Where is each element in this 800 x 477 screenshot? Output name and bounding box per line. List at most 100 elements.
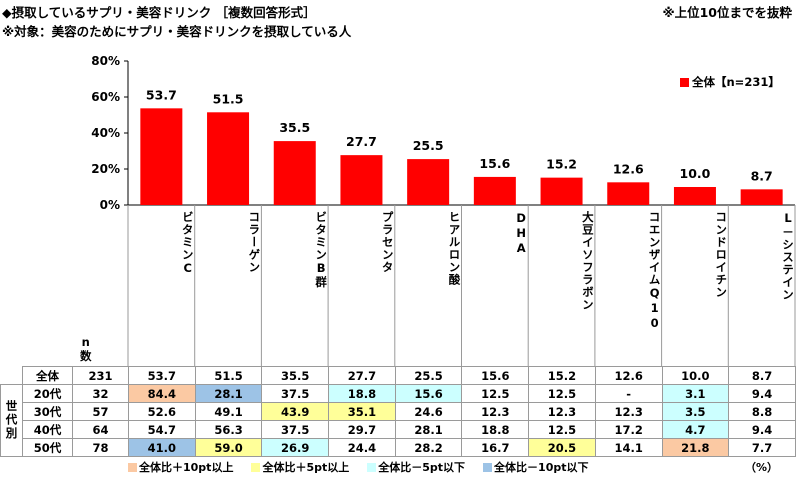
table-cell: 51.5 [194,366,263,385]
category-label-cell: ビタミンC [128,211,195,366]
table-cell: 16.7 [461,438,530,457]
table-cell: 18.8 [461,420,530,439]
table-cell: 12.3 [528,402,596,421]
data-table: 全体 231 53.7 51.5 35.5 27.7 25.5 15.6 15.2 12.6 10.… [0,366,796,457]
y-tick-label: 0% [100,198,120,212]
bar [273,141,316,205]
table-cell: 9.4 [728,384,796,403]
table-cell: 29.7 [328,420,396,439]
table-cell: 8.7 [728,366,796,385]
n-label-n: n [81,335,90,349]
category-label-cell: プラセンタ [328,211,395,366]
bar [407,159,450,205]
category-label-cell: コエンザイムQ10 [595,211,662,366]
table-cell: 12.5 [528,420,596,439]
table-cell: 52.6 [128,402,196,421]
bar [673,187,716,205]
bar-value-label: 35.5 [279,120,310,135]
category-label: L－システイン [780,211,795,301]
table-cell: 3.1 [661,384,730,403]
bar [140,108,183,205]
table-cell: 7.7 [728,438,796,457]
category-label: ビタミンB群 [314,211,329,289]
category-label-cell: ビタミンB群 [261,211,328,366]
bar-value-label: 8.7 [751,168,773,183]
row-n-count: 231 [72,366,129,385]
table-cell: 3.5 [661,402,730,421]
y-tick-label: 20% [91,162,120,176]
table-cell: 28.1 [394,420,463,439]
row-label: 全体 [22,366,73,385]
bar [740,189,783,205]
category-label: ビタミンC [180,211,195,276]
table-cell: 12.3 [461,402,530,421]
table-cell: 8.8 [728,402,796,421]
bar [473,176,516,205]
generation-side-label: 世代別 [0,384,23,457]
color-key-item: 全体比－5pt以下 [367,459,465,475]
top10-note: ※上位10位までを抜粋 [662,5,792,20]
color-key-item: 全体比＋10pt以上 [128,459,233,475]
color-key-swatch [251,463,261,472]
color-key: 全体比＋10pt以上 全体比＋5pt以上 全体比－5pt以下 全体比－10pt以下 [128,459,607,475]
table-cell: 21.8 [661,438,730,457]
table-cell: 9.4 [728,420,796,439]
category-label-cell: L－システイン [728,211,795,366]
category-label-cell: コンドロイチン [662,211,729,366]
table-cell: 15.2 [528,366,596,385]
category-label-cell: 大豆イソフラボン [528,211,595,366]
color-key-swatch [483,463,493,472]
table-cell: 25.5 [394,366,463,385]
color-key-item: 全体比＋5pt以上 [251,459,349,475]
table-cell: 59.0 [194,438,263,457]
bar [207,112,250,205]
color-key-label: 全体比－10pt以下 [494,461,589,474]
table-cell: 37.5 [261,384,330,403]
bar-value-label: 15.6 [479,156,510,171]
color-key-label: 全体比－5pt以下 [378,461,466,474]
category-label: コエンザイムQ10 [647,211,662,331]
category-label: 大豆イソフラボン [580,211,595,311]
bar [340,155,383,205]
table-cell: 24.6 [394,402,463,421]
color-key-swatch [367,463,377,472]
table-cell: 35.1 [328,402,396,421]
row-label: 40代 [22,420,73,439]
row-n-count: 78 [72,438,129,457]
y-tick-label: 60% [91,90,120,104]
table-cell: 15.6 [461,366,530,385]
table-row: 40代 64 54.7 56.3 37.5 29.7 28.1 18.8 12.5 17.2 4.7… [1,420,796,439]
row-label: 20代 [22,384,73,403]
color-key-item: 全体比－10pt以下 [483,459,589,475]
n-count-header: n 数 [80,335,92,363]
table-cell: 18.8 [328,384,396,403]
category-label: コンドロイチン [714,211,729,299]
bar-value-label: 10.0 [680,166,711,181]
table-cell: - [594,384,663,403]
category-label-cell: ヒアルロン酸 [395,211,462,366]
table-row: 世代別 20代 32 84.4 28.1 37.5 18.8 15.6 12.5 12.5-3.1… [0,384,796,457]
table-cell: 27.7 [328,366,396,385]
color-key-swatch [128,463,137,472]
row-label: 50代 [22,438,73,457]
color-key-label: 全体比＋5pt以上 [262,461,350,474]
bar-value-label: 53.7 [146,87,177,102]
row-n-count: 32 [72,384,129,403]
table-cell: 15.6 [394,384,463,403]
table-cell: 12.5 [528,384,596,403]
row-n-count: 64 [72,420,129,439]
bar-chart: 0% 20% 40% 60% 80% 53.7 51.5 35.5 27.7 25.5 15.6 15… [91,54,796,366]
table-cell: 54.7 [128,420,196,439]
legend-label: 全体【n=231】 [692,75,780,89]
category-label-cell: コラーゲン [195,211,261,366]
bar [607,182,650,205]
bar-value-label: 27.7 [346,134,377,149]
table-cell: 28.1 [194,384,263,403]
table-cell: 24.4 [328,438,396,457]
table-cell: 20.5 [528,438,596,457]
legend-swatch [680,78,689,87]
n-label-su: 数 [80,349,92,363]
table-row: 全体 231 53.7 51.5 35.5 27.7 25.5 15.6 15.2 12.6 10.… [0,366,796,385]
table-cell: 35.5 [261,366,330,385]
category-label: ヒアルロン酸 [447,211,462,286]
